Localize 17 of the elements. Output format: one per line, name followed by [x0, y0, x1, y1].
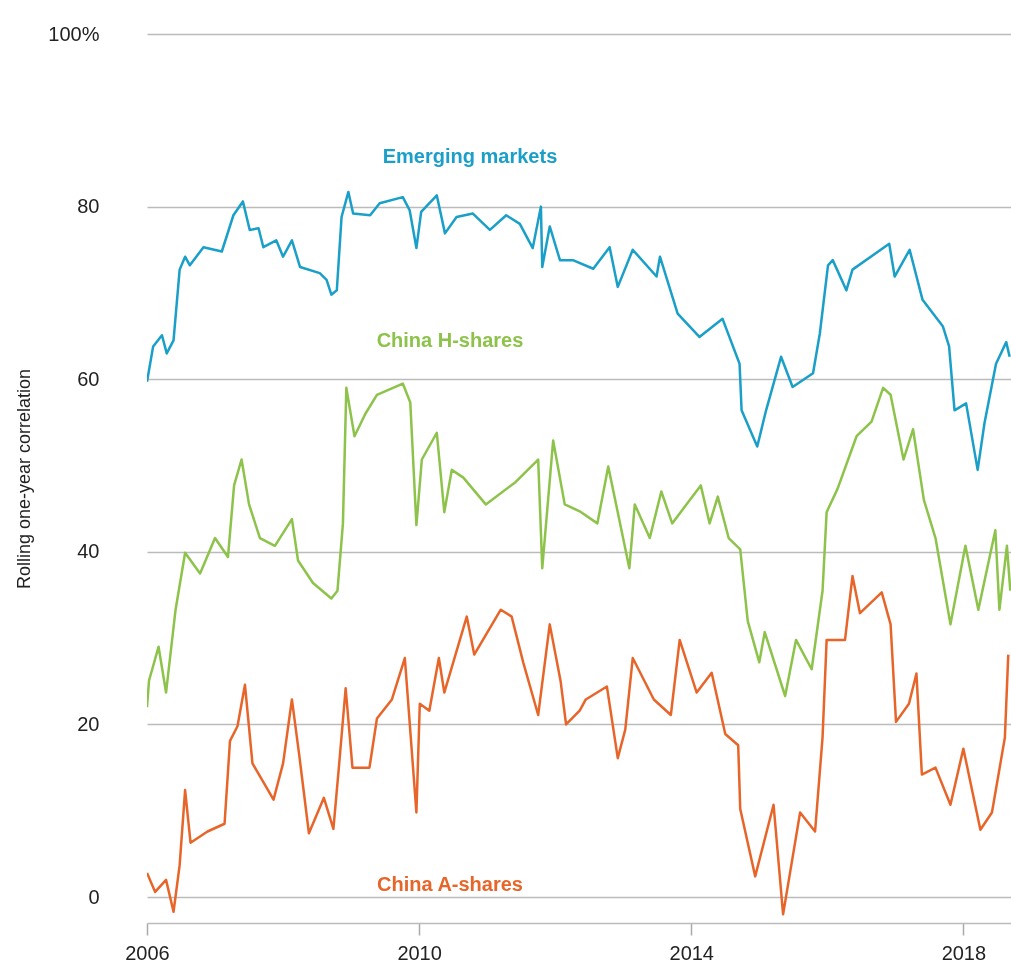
- y-tick-label: 20: [77, 712, 100, 735]
- line-series: [147, 574, 1010, 916]
- y-tick-label: 0: [88, 885, 100, 908]
- series-label: Emerging markets: [382, 145, 558, 167]
- x-tick-label: 2014: [669, 941, 714, 964]
- text: China H-shares: [376, 329, 524, 351]
- y-axis-title: Rolling one-year correlation: [14, 368, 35, 590]
- line-series: [147, 382, 1011, 709]
- line-series: [147, 190, 1011, 472]
- y-tick-label: 60: [77, 367, 100, 390]
- y-tick-label: 40: [77, 540, 100, 563]
- y-tick-label: 80: [77, 195, 100, 218]
- x-tick-label: 2018: [941, 941, 987, 964]
- x-tick-label: 2006: [125, 941, 170, 964]
- x-tick-label: 2010: [397, 941, 442, 964]
- y-tick-label: 100%: [48, 22, 100, 45]
- text: China A-shares: [377, 873, 523, 895]
